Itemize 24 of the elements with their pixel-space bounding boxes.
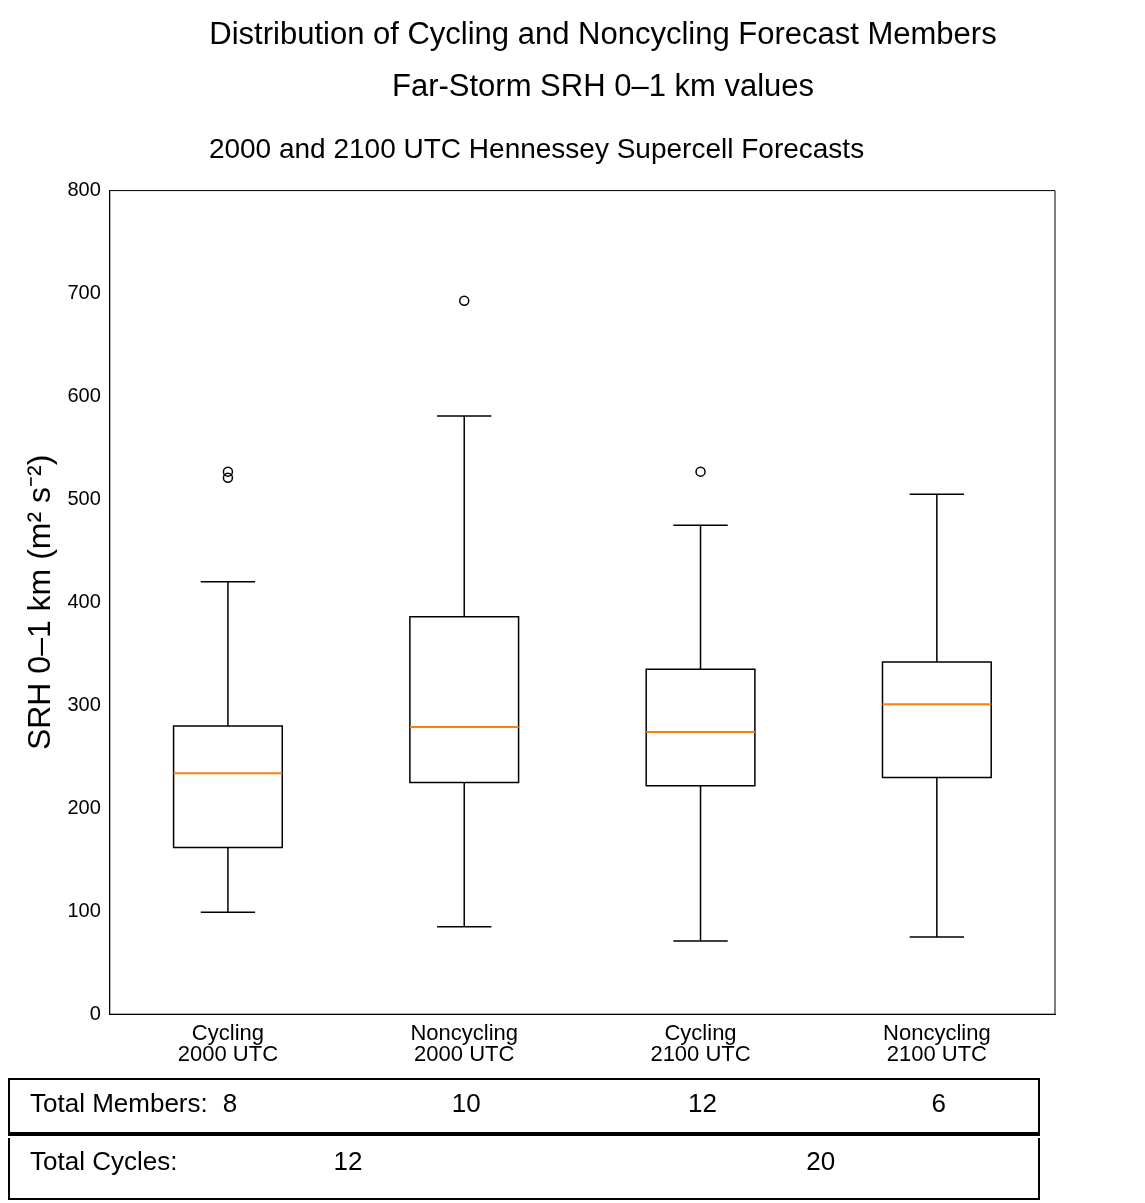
y-tick-label: 400	[67, 589, 101, 612]
chart-title: Distribution of Cycling and Noncycling Forecast Members Far-Storm SRH 0–1 km values	[208, 15, 998, 105]
text: 6	[931, 1088, 947, 1119]
x-tick-label: Cycling 2000 UTC	[177, 1019, 279, 1066]
text: 12	[333, 1146, 363, 1177]
text: 10	[451, 1088, 481, 1119]
y-axis-title: SRH 0–1 km (m² s⁻²)	[21, 454, 58, 751]
x-tick-label: Noncycling 2000 UTC	[410, 1019, 519, 1066]
y-tick-label: 600	[67, 384, 101, 407]
text: 12	[688, 1088, 717, 1119]
text: Total Cycles:	[30, 1146, 178, 1177]
y-tick-label: 700	[67, 281, 101, 304]
text: 8	[222, 1088, 238, 1119]
text: 20	[806, 1146, 836, 1177]
y-tick-label: 500	[67, 486, 101, 509]
chart-subtitle: 2000 and 2100 UTC Hennessey Supercell Forecasts	[208, 132, 865, 164]
x-tick-label: Noncycling 2100 UTC	[883, 1019, 991, 1066]
y-tick-label: 300	[67, 692, 101, 715]
text: Total Members:	[30, 1088, 208, 1119]
y-tick-label: 200	[67, 795, 101, 818]
x-tick-label: Cycling 2100 UTC	[650, 1019, 751, 1066]
y-tick-label: 100	[67, 898, 101, 921]
y-tick-label: 0	[89, 1001, 101, 1024]
y-tick-label: 800	[67, 178, 101, 201]
